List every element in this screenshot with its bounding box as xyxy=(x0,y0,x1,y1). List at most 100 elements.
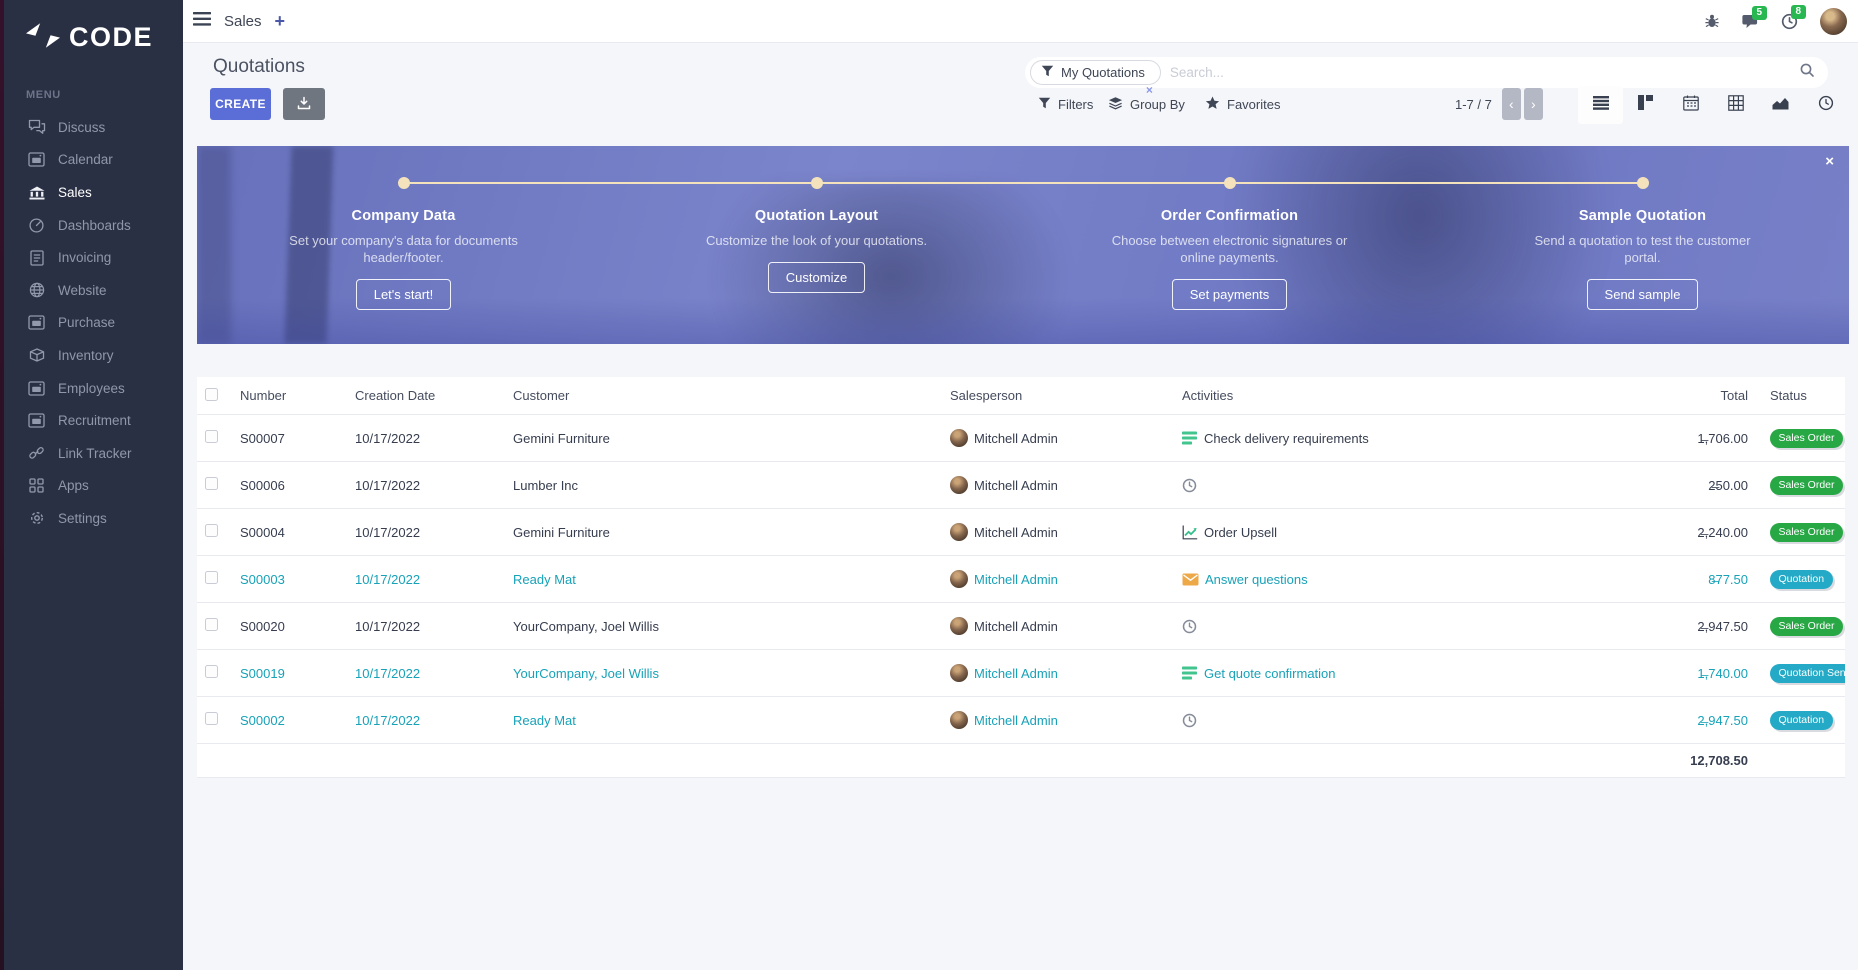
status-badge: Quotation xyxy=(1770,569,1833,589)
onboarding-steps: Company Data Set your company's data for… xyxy=(197,146,1849,344)
column-header-customer[interactable]: Customer xyxy=(513,388,570,403)
kanban-view-button[interactable] xyxy=(1623,86,1668,124)
sidebar-item-calendar[interactable]: Calendar xyxy=(0,144,183,177)
table-row[interactable]: S00007 10/17/2022 Gemini Furniture Mitch… xyxy=(197,415,1845,462)
quotations-table: Number Creation Date Customer Salesperso… xyxy=(197,377,1845,778)
activity-cell[interactable] xyxy=(1182,478,1582,493)
quotation-number[interactable]: S00002 xyxy=(240,712,285,728)
sidebar-item-label: Purchase xyxy=(58,315,116,331)
list-view-button[interactable] xyxy=(1578,86,1623,124)
table-row[interactable]: S00020 10/17/2022 YourCompany, Joel Will… xyxy=(197,603,1845,650)
export-button[interactable] xyxy=(283,88,325,120)
pager-range: 1-7 / 7 xyxy=(1455,96,1492,112)
sidebar-item-discuss[interactable]: Discuss xyxy=(0,111,183,144)
quotation-number[interactable]: S00020 xyxy=(240,618,285,634)
search-input[interactable]: Search... xyxy=(1169,65,1224,80)
user-avatar[interactable] xyxy=(1820,7,1847,35)
set-payments-button[interactable]: Set payments xyxy=(1171,279,1288,310)
send-sample-button[interactable]: Send sample xyxy=(1586,279,1699,310)
select-all-checkbox[interactable] xyxy=(205,387,218,401)
activity-clock-icon[interactable]: 8 xyxy=(1781,4,1806,30)
customize-button[interactable]: Customize xyxy=(767,262,866,293)
pager-previous-button[interactable]: ‹ xyxy=(1501,88,1521,120)
debug-bug-icon[interactable] xyxy=(1704,13,1720,29)
sidebar-item-website[interactable]: Website xyxy=(0,274,183,307)
lets-start-button[interactable]: Let's start! xyxy=(355,279,452,310)
pager-next-button[interactable]: › xyxy=(1523,88,1543,120)
column-header-status[interactable]: Status xyxy=(1770,388,1807,403)
breadcrumb[interactable]: Sales xyxy=(224,12,262,30)
total-amount: 1̶,740.00 xyxy=(1697,665,1748,681)
activity-cell[interactable]: Check delivery requirements xyxy=(1182,431,1582,446)
group-by-button[interactable]: Group By xyxy=(1108,88,1185,120)
envelope-activity-icon xyxy=(1182,573,1199,586)
activity-cell[interactable] xyxy=(1182,713,1582,728)
table-row[interactable]: S00002 10/17/2022 Ready Mat Mitchell Adm… xyxy=(197,697,1845,744)
search-facet[interactable]: My Quotations × xyxy=(1030,60,1161,97)
table-row[interactable]: S00004 10/17/2022 Gemini Furniture Mitch… xyxy=(197,509,1845,556)
sidebar-item-inventory[interactable]: Inventory xyxy=(0,339,183,372)
quotation-number[interactable]: S00006 xyxy=(240,477,285,493)
total-amount: 1̶,706.00 xyxy=(1697,430,1748,446)
column-header-number[interactable]: Number xyxy=(240,388,287,403)
quotation-number[interactable]: S00003 xyxy=(240,571,285,587)
website-icon xyxy=(27,282,46,298)
sidebar-item-employees[interactable]: Employees xyxy=(0,372,183,405)
row-checkbox[interactable] xyxy=(205,712,218,725)
column-header-activities[interactable]: Activities xyxy=(1182,388,1234,403)
sidebar-item-recruitment[interactable]: Recruitment xyxy=(0,404,183,437)
banner-close-icon[interactable]: × xyxy=(1825,153,1834,170)
quotation-number[interactable]: S00019 xyxy=(240,665,285,681)
activity-cell[interactable]: Order Upsell xyxy=(1182,525,1582,540)
sidebar-item-label: Calendar xyxy=(58,152,113,168)
row-checkbox[interactable] xyxy=(205,618,218,631)
activity-view-button[interactable] xyxy=(1803,86,1848,124)
row-checkbox[interactable] xyxy=(205,665,218,678)
status-badge: Quotation xyxy=(1770,710,1833,730)
sidebar-item-link-tracker[interactable]: Link Tracker xyxy=(0,437,183,470)
column-header-creation-date[interactable]: Creation Date xyxy=(355,388,436,403)
row-checkbox[interactable] xyxy=(205,430,218,443)
table-row[interactable]: S00006 10/17/2022 Lumber Inc Mitchell Ad… xyxy=(197,462,1845,509)
search-icon[interactable] xyxy=(1799,62,1815,83)
row-checkbox[interactable] xyxy=(205,524,218,537)
search-bar[interactable]: My Quotations × Search... xyxy=(1025,57,1828,97)
column-header-salesperson[interactable]: Salesperson xyxy=(950,388,1023,403)
column-header-total[interactable]: Total xyxy=(1720,388,1748,403)
link-tracker-icon xyxy=(27,445,46,461)
activity-cell[interactable] xyxy=(1182,619,1582,634)
graph-view-button[interactable] xyxy=(1758,86,1803,124)
step-description: Customize the look of your quotations. xyxy=(705,233,928,248)
salesperson-avatar xyxy=(950,570,968,588)
remove-facet-icon[interactable]: × xyxy=(1145,83,1153,97)
favorites-button[interactable]: Favorites xyxy=(1205,88,1280,120)
table-row[interactable]: S00019 10/17/2022 YourCompany, Joel Will… xyxy=(197,650,1845,697)
app-logo[interactable]: CODE xyxy=(0,0,183,53)
create-button[interactable]: CREATE xyxy=(210,88,271,120)
activity-cell[interactable]: Get quote confirmation xyxy=(1182,666,1582,681)
quotation-number[interactable]: S00007 xyxy=(240,430,285,446)
sidebar-item-label: Invoicing xyxy=(58,250,112,266)
sidebar-item-purchase[interactable]: Purchase xyxy=(0,307,183,340)
discuss-icon xyxy=(27,119,46,135)
new-tab-button[interactable]: + xyxy=(274,11,286,31)
messages-icon[interactable]: 5 xyxy=(1742,5,1767,29)
row-checkbox[interactable] xyxy=(205,477,218,490)
quotation-number[interactable]: S00004 xyxy=(240,524,285,540)
sidebar-item-sales[interactable]: Sales xyxy=(0,176,183,209)
activity-cell[interactable]: Answer questions xyxy=(1182,572,1582,587)
sidebar-item-invoicing[interactable]: Invoicing xyxy=(0,241,183,274)
table-row[interactable]: S00003 10/17/2022 Ready Mat Mitchell Adm… xyxy=(197,556,1845,603)
sidebar-item-settings[interactable]: Settings xyxy=(0,502,183,535)
logo-icon xyxy=(26,22,60,53)
pivot-view-button[interactable] xyxy=(1713,86,1758,124)
hamburger-menu-icon[interactable] xyxy=(193,11,211,31)
row-checkbox[interactable] xyxy=(205,571,218,584)
filters-button[interactable]: Filters xyxy=(1038,88,1093,120)
salesperson-avatar xyxy=(950,711,968,729)
sidebar-item-apps[interactable]: Apps xyxy=(0,470,183,503)
creation-date: 10/17/2022 xyxy=(355,571,421,587)
calendar-view-button[interactable] xyxy=(1668,86,1713,124)
sidebar-item-label: Discuss xyxy=(58,119,106,135)
sidebar-item-dashboards[interactable]: Dashboards xyxy=(0,209,183,242)
